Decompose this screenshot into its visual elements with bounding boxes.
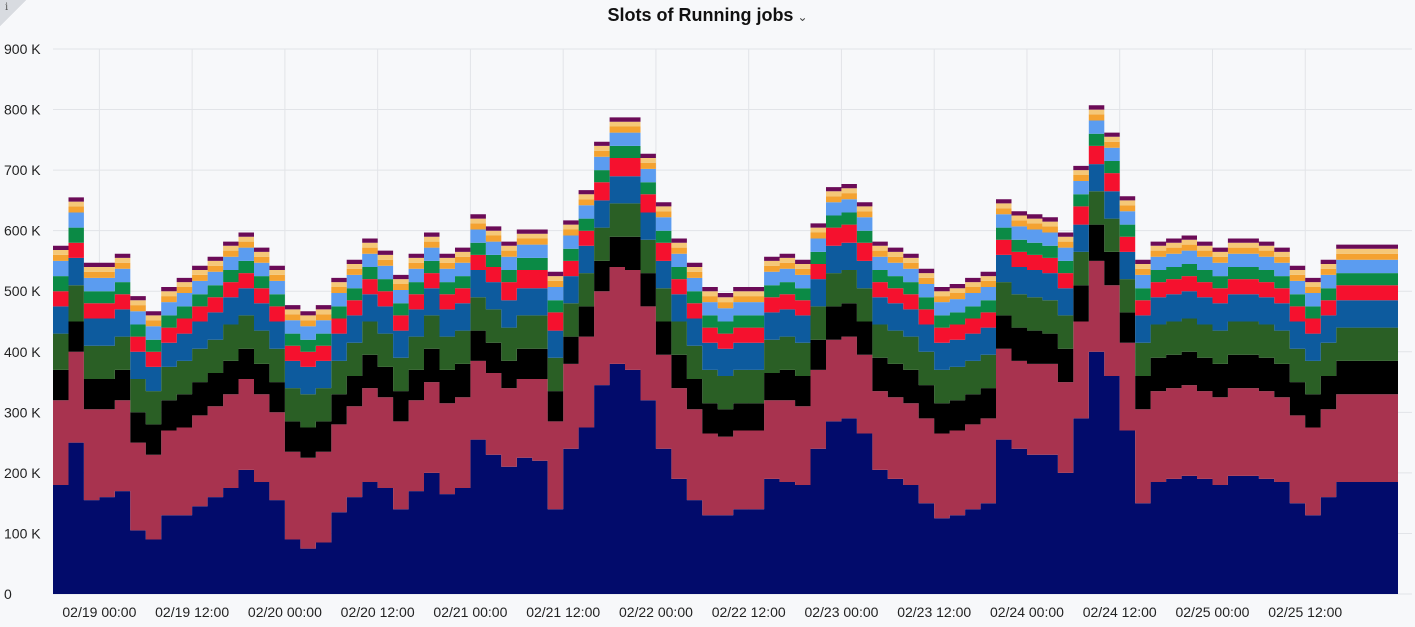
- panel-title[interactable]: Slots of Running jobs ⌄: [0, 5, 1415, 26]
- y-tick-label: 400 K: [4, 344, 41, 360]
- x-tick-label: 02/22 12:00: [712, 604, 786, 620]
- series-area-2[interactable]: [53, 224, 1398, 458]
- x-tick-label: 02/24 00:00: [990, 604, 1064, 620]
- x-tick-label: 02/21 00:00: [433, 604, 507, 620]
- y-tick-label: 900 K: [4, 41, 41, 57]
- y-tick-label: 0: [4, 586, 12, 602]
- x-tick-label: 02/22 00:00: [619, 604, 693, 620]
- series-area-3[interactable]: [53, 191, 1398, 428]
- x-axis: 02/19 00:00 02/19 12:00 02/20 00:00 02/20 1…: [62, 604, 1342, 620]
- series-areas: [53, 105, 1398, 594]
- y-tick-label: 200 K: [4, 465, 41, 481]
- x-tick-label: 02/25 12:00: [1268, 604, 1342, 620]
- info-icon[interactable]: i: [0, 0, 26, 26]
- y-tick-label: 300 K: [4, 404, 41, 420]
- y-tick-label: 100 K: [4, 525, 41, 541]
- panel-title-text: Slots of Running jobs: [607, 5, 794, 25]
- x-tick-label: 02/19 12:00: [155, 604, 229, 620]
- x-tick-label: 02/25 00:00: [1175, 604, 1249, 620]
- x-tick-label: 02/20 00:00: [248, 604, 322, 620]
- series-area-1[interactable]: [53, 260, 1398, 549]
- series-area-0[interactable]: [53, 351, 1398, 594]
- x-tick-label: 02/24 12:00: [1083, 604, 1157, 620]
- x-tick-label: 02/20 12:00: [341, 604, 415, 620]
- y-tick-label: 700 K: [4, 162, 41, 178]
- x-tick-label: 02/19 00:00: [62, 604, 136, 620]
- x-tick-label: 02/23 00:00: [804, 604, 878, 620]
- y-tick-label: 600 K: [4, 223, 41, 239]
- x-tick-label: 02/23 12:00: [897, 604, 971, 620]
- x-tick-label: 02/21 12:00: [526, 604, 600, 620]
- y-tick-label: 500 K: [4, 283, 41, 299]
- y-axis: 0 100 K 200 K 300 K 400 K 500 K 600 K 700 K 800 …: [4, 41, 41, 602]
- chevron-down-icon[interactable]: ⌄: [797, 10, 808, 24]
- y-tick-label: 800 K: [4, 102, 41, 118]
